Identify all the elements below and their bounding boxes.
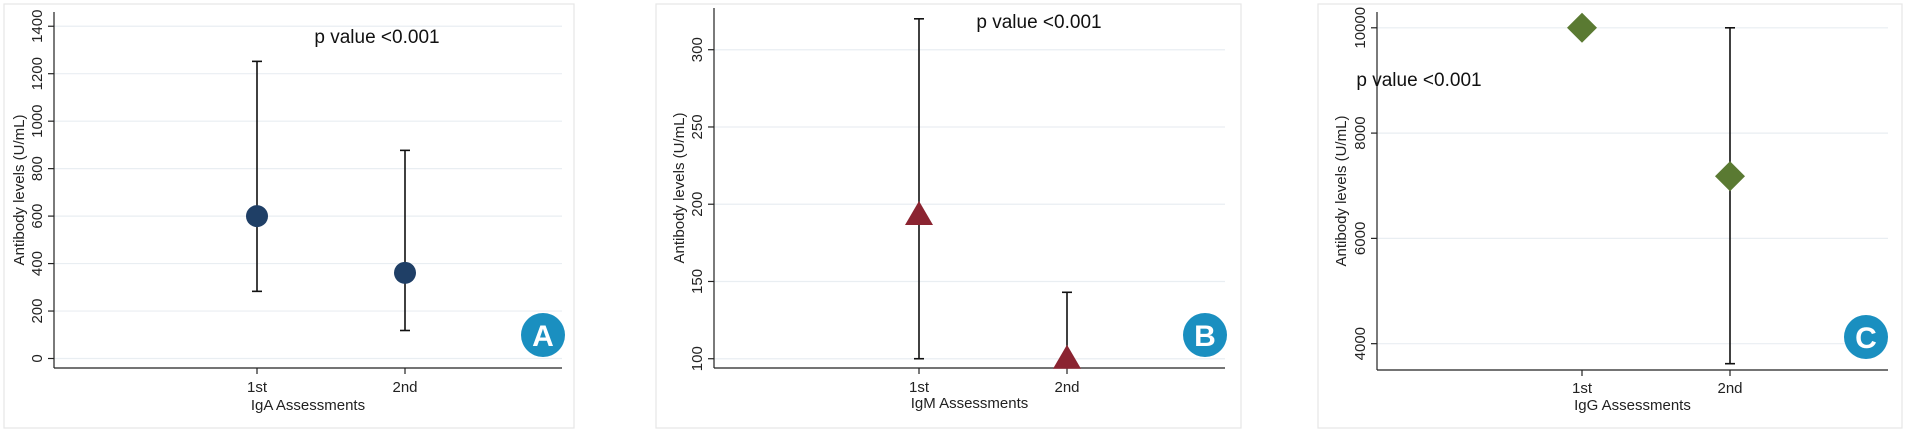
panel-badge-letter: A [532, 320, 554, 353]
y-tick-label: 100 [689, 346, 706, 371]
panel-badge-letter: B [1194, 320, 1216, 353]
y-tick-label: 4000 [1352, 327, 1369, 360]
y-tick-label: 8000 [1352, 116, 1369, 149]
p-value-annotation: p value <0.001 [1356, 70, 1481, 91]
x-axis-title: IgM Assessments [911, 395, 1029, 412]
data-point [246, 205, 268, 228]
y-tick-label: 6000 [1352, 222, 1369, 255]
x-tick-label: 2nd [1054, 379, 1079, 396]
panel-badge [1183, 313, 1227, 357]
y-tick-label: 1200 [29, 57, 46, 90]
y-tick-label: 0 [29, 354, 46, 362]
y-tick-label: 10000 [1352, 7, 1369, 49]
x-axis-title: IgG Assessments [1574, 397, 1691, 414]
panel-a: 0 200 400 600 800 1000 1200 1400 1st 2nd Antibody … [3, 3, 575, 429]
y-tick-label: 800 [29, 156, 46, 181]
y-tick-label: 200 [689, 192, 706, 217]
panel-frame [655, 3, 1242, 429]
data-point [394, 261, 416, 284]
y-tick-label: 300 [689, 37, 706, 62]
x-tick-label: 2nd [1717, 380, 1742, 397]
y-tick-label: 150 [689, 269, 706, 294]
data-point [1567, 12, 1597, 43]
data-point [905, 201, 933, 226]
x-tick-label: 1st [909, 379, 930, 396]
y-tick-label: 600 [29, 204, 46, 229]
panel-b: 100 150 200 250 300 1st 2nd Antibody levels (U/… [655, 3, 1242, 429]
y-tick-label: 1000 [29, 104, 46, 137]
x-tick-label: 2nd [392, 379, 417, 396]
x-tick-label: 1st [247, 379, 268, 396]
x-axis-title: IgA Assessments [251, 397, 365, 414]
y-tick-label: 250 [689, 114, 706, 139]
p-value-annotation: p value <0.001 [976, 12, 1101, 33]
panel-badge-letter: C [1855, 322, 1877, 355]
y-axis-title: Antibody levels (U/mL) [11, 115, 28, 266]
y-axis-title: Antibody levels (U/mL) [1333, 116, 1350, 267]
y-axis-title: Antibody levels (U/mL) [671, 113, 688, 264]
data-point [1715, 161, 1745, 192]
panel-frame [1317, 3, 1903, 429]
y-tick-label: 1400 [29, 10, 46, 43]
data-point [1053, 344, 1081, 369]
y-tick-label: 200 [29, 299, 46, 324]
x-tick-label: 1st [1572, 380, 1593, 397]
p-value-annotation: p value <0.001 [314, 27, 439, 48]
panel-badge [521, 313, 565, 357]
panel-c: 4000 6000 8000 10000 1st 2nd Antibody levels (… [1317, 3, 1903, 429]
y-tick-label: 400 [29, 251, 46, 276]
panel-badge [1844, 315, 1888, 359]
